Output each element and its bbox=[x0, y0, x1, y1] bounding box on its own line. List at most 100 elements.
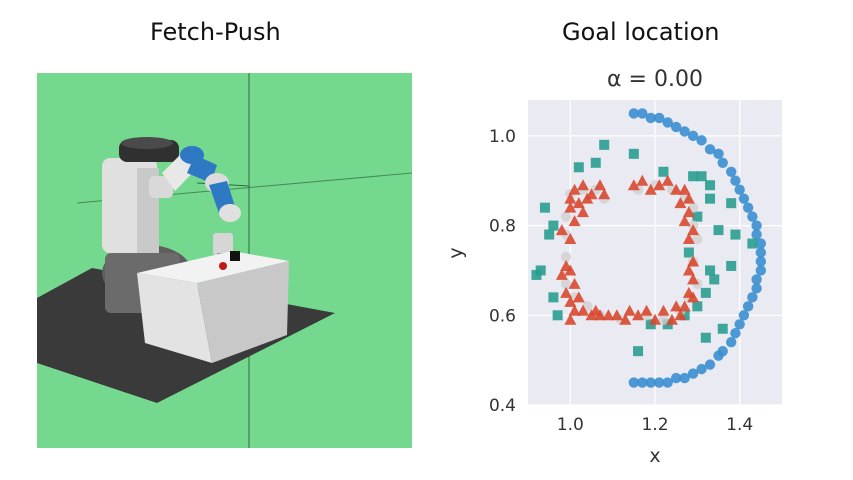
red-triangle-point bbox=[610, 309, 623, 321]
red-triangle-point bbox=[555, 224, 568, 236]
red-triangle-point bbox=[572, 197, 585, 209]
red-triangle-point bbox=[555, 268, 568, 280]
x-tick-label: 1.2 bbox=[641, 415, 668, 435]
blue-circle-point bbox=[726, 166, 737, 177]
red-triangle-point bbox=[577, 206, 590, 218]
red-triangle-point bbox=[687, 273, 700, 285]
table-top bbox=[137, 251, 289, 283]
blue-circle-point bbox=[734, 184, 745, 195]
teal-square-point bbox=[628, 148, 639, 159]
red-triangle-point bbox=[687, 224, 700, 236]
table-side bbox=[197, 261, 289, 363]
blue-circle-point bbox=[645, 377, 656, 388]
robot-shoulder bbox=[149, 176, 173, 198]
teal-square-point bbox=[705, 180, 716, 191]
red-triangle-point bbox=[640, 304, 653, 316]
teal-square-point bbox=[700, 287, 711, 298]
blue-circle-point bbox=[637, 108, 648, 119]
red-triangle-point bbox=[649, 313, 661, 325]
red-triangle-point bbox=[560, 286, 573, 298]
red-triangle-point bbox=[674, 309, 687, 321]
blue-circle-point bbox=[713, 350, 724, 361]
teal-square-point bbox=[633, 346, 644, 357]
red-triangle-point bbox=[682, 264, 695, 276]
red-triangle-point bbox=[653, 179, 666, 191]
blue-circle-point bbox=[730, 328, 741, 339]
x-axis-label: x bbox=[649, 445, 660, 467]
red-triangle-point bbox=[682, 206, 695, 218]
teal-square-point bbox=[599, 139, 610, 150]
blue-circle-point bbox=[742, 202, 754, 213]
red-triangle-point bbox=[593, 179, 606, 191]
right-panel-title: Goal location bbox=[562, 18, 720, 46]
blue-circle-point bbox=[713, 148, 724, 160]
blue-circle-point bbox=[755, 265, 767, 276]
blue-circle-point bbox=[662, 377, 673, 388]
table-front bbox=[137, 273, 212, 363]
blue-circle-point bbox=[704, 144, 716, 155]
red-triangle-point bbox=[678, 300, 691, 312]
red-triangle-point bbox=[687, 255, 700, 267]
grey-circle-point bbox=[560, 251, 572, 263]
blue-circle-point bbox=[637, 377, 648, 388]
red-triangle-point bbox=[661, 174, 674, 186]
target-marker bbox=[219, 262, 227, 270]
blue-circle-point bbox=[730, 175, 741, 186]
red-triangle-point bbox=[657, 304, 670, 316]
teal-square-point bbox=[658, 166, 669, 177]
blue-circle-point bbox=[670, 121, 682, 133]
teal-square-point bbox=[747, 238, 758, 249]
blue-circle-point bbox=[751, 283, 762, 294]
blue-circle-point bbox=[755, 247, 767, 258]
grey-circle-point bbox=[560, 278, 572, 290]
y-tick-label: 1.0 bbox=[489, 127, 516, 147]
blue-circle-point bbox=[747, 292, 758, 303]
teal-square-point bbox=[717, 323, 728, 334]
red-triangle-point bbox=[627, 179, 640, 191]
red-triangle-point bbox=[581, 192, 594, 204]
teal-square-point bbox=[552, 310, 563, 321]
blue-circle-point bbox=[670, 372, 682, 384]
red-triangle-point bbox=[564, 295, 577, 307]
red-triangle-point bbox=[572, 291, 585, 303]
y-tick-label: 0.4 bbox=[489, 396, 516, 416]
red-triangle-point bbox=[568, 215, 581, 227]
blue-circle-point bbox=[747, 211, 758, 222]
teal-square-point bbox=[692, 211, 703, 222]
blue-circle-point bbox=[734, 319, 745, 330]
teal-square-point bbox=[679, 310, 690, 321]
chart-series bbox=[531, 108, 767, 388]
left-panel-title: Fetch-Push bbox=[150, 18, 281, 46]
blue-circle-point bbox=[687, 130, 699, 142]
red-triangle-point bbox=[678, 183, 691, 195]
teal-square-point bbox=[730, 229, 741, 240]
grey-circle-point bbox=[560, 211, 572, 222]
goal-location-chart: α = 0.00 1.0 1.2 1.4 0.4 0.6 0.8 1.0 x y bbox=[445, 67, 782, 467]
red-triangle-point bbox=[577, 304, 590, 316]
red-triangle-point bbox=[564, 233, 577, 245]
teal-square-point bbox=[688, 171, 699, 182]
blue-circle-point bbox=[645, 112, 656, 124]
blue-circle-point bbox=[654, 377, 665, 388]
robot-head-top bbox=[121, 137, 173, 149]
red-triangle-point bbox=[674, 197, 687, 209]
chart-title: α = 0.00 bbox=[607, 67, 703, 92]
y-tick-label: 0.8 bbox=[489, 217, 516, 237]
chart-ticks: 1.0 1.2 1.4 0.4 0.6 0.8 1.0 bbox=[489, 127, 753, 435]
red-triangle-point bbox=[670, 300, 683, 312]
teal-square-point bbox=[692, 301, 703, 312]
blue-circle-point bbox=[696, 135, 707, 146]
teal-square-point bbox=[544, 229, 555, 240]
red-triangle-point bbox=[678, 215, 691, 227]
red-triangle-point bbox=[577, 179, 590, 191]
teal-square-point bbox=[696, 171, 707, 182]
robot-wrist bbox=[219, 204, 241, 222]
red-triangle-point bbox=[644, 183, 657, 195]
blue-circle-point bbox=[679, 372, 690, 384]
teal-square-point bbox=[573, 162, 584, 173]
blue-circle-point bbox=[654, 112, 665, 124]
blue-circle-point bbox=[751, 229, 762, 240]
red-triangle-point bbox=[564, 313, 577, 325]
red-triangle-point bbox=[564, 264, 577, 276]
red-triangle-point bbox=[636, 174, 649, 186]
